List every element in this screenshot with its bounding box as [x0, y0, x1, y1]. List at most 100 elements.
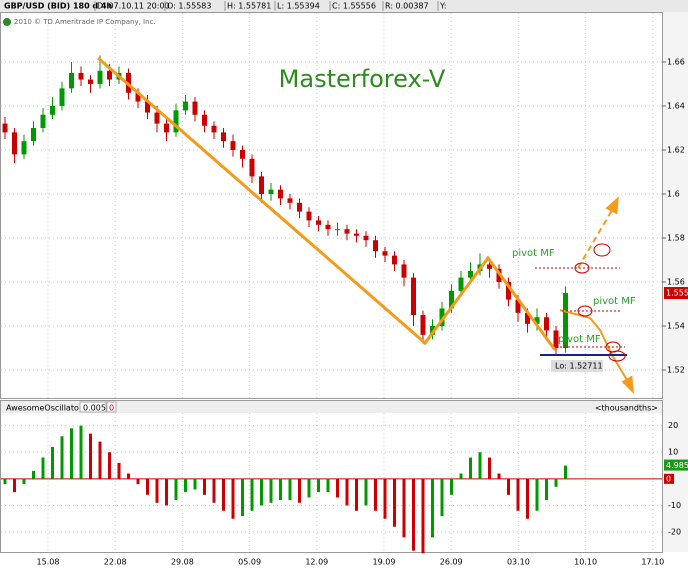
price-frame — [0, 12, 663, 399]
candle-body — [325, 224, 331, 230]
header-bar — [0, 0, 688, 12]
oscillator-bar — [98, 441, 102, 479]
candle-body — [192, 101, 198, 115]
x-tick-label: 12.09 — [305, 558, 328, 567]
oscillator-bar — [32, 470, 35, 479]
price-badge-label: 1.555 — [666, 289, 688, 298]
candle-body — [544, 317, 549, 331]
header-field: R: 0.00387 — [385, 2, 429, 11]
pivot-circles — [574, 243, 626, 362]
candle-body — [202, 114, 207, 126]
candle-body — [97, 70, 103, 84]
y-tick-label: 10 — [668, 448, 678, 457]
header-field: GBP/USD (BID) 180 d 4h — [4, 2, 113, 11]
param-box — [79, 401, 107, 413]
oscillator-bar — [535, 478, 539, 511]
y-tick-label: 1.66 — [667, 57, 685, 66]
oscillator-unit: <thousandths> — [595, 404, 658, 413]
candle-body — [259, 176, 264, 194]
y-tick-label: 1.62 — [667, 145, 685, 154]
oscillator-bar — [516, 478, 520, 511]
candle-body — [411, 277, 416, 316]
candle-body — [344, 229, 350, 234]
annotation: Lo: 1.52711 — [555, 362, 603, 371]
oscillator-bar — [155, 478, 159, 503]
oscillator-bar — [326, 478, 330, 493]
oscillator-bar — [317, 478, 320, 493]
candle-body — [373, 240, 378, 252]
candle-body — [173, 110, 179, 133]
oscillator-bar — [497, 473, 501, 479]
oscillator-header — [1, 401, 662, 413]
oscillator-bar — [269, 478, 273, 503]
x-tick-label: 15.08 — [37, 558, 60, 567]
chart-title: Masterforex-V — [279, 65, 446, 93]
oscillator-bar — [108, 452, 111, 479]
candle-body — [439, 308, 445, 327]
oscillator-param: 0.005 — [83, 404, 106, 413]
circle — [574, 262, 590, 274]
candle-body — [382, 251, 388, 256]
candle-body — [78, 72, 84, 80]
projection-line — [559, 309, 631, 386]
y-tick-label: 1.52 — [667, 366, 685, 375]
low-badge — [551, 360, 603, 372]
x-tick-label: 29.08 — [171, 558, 194, 567]
oscillator-bar — [70, 428, 73, 479]
candle-body — [515, 299, 521, 313]
header-field: H: 1.55781 — [227, 2, 271, 11]
y-tick-label: 1.54 — [667, 322, 685, 331]
copyright: 2010 © TD Ameritrade IP Company, Inc. — [14, 18, 156, 26]
oscillator-bar — [421, 478, 425, 554]
annotation: pivot MF — [512, 248, 555, 259]
header-field: L: 1.55394 — [277, 2, 320, 11]
oscillator-bar — [336, 478, 339, 498]
oscillator-bar — [307, 478, 311, 498]
candle-body — [316, 220, 321, 225]
y-tick-label: 20 — [668, 421, 678, 430]
candles — [2, 55, 568, 355]
candle-body — [268, 189, 274, 194]
candle-body — [401, 264, 407, 278]
candle-body — [183, 101, 188, 111]
oscillator-bar — [450, 478, 453, 495]
candle-body — [31, 127, 36, 142]
oscillator-bar — [431, 478, 434, 538]
x-tick-label: 22.08 — [104, 558, 127, 567]
oscillator-bar — [298, 478, 301, 503]
oscillator-bar — [60, 436, 64, 479]
oscillator-bar — [165, 478, 168, 506]
header-field: C: 1.55556 — [332, 2, 376, 11]
oscillator-bar — [440, 478, 444, 517]
oscillator-bar — [393, 478, 396, 527]
circle — [593, 243, 611, 257]
candle-body — [164, 123, 169, 133]
header-field: D: 07.10.11 20:00 — [97, 2, 170, 11]
param-box — [106, 401, 117, 413]
oscillator-bar — [288, 478, 292, 501]
oscillator-bar — [3, 478, 7, 485]
candle-body — [287, 198, 293, 203]
circle — [608, 350, 626, 362]
annotation: pivot MF — [558, 334, 601, 345]
oscillator-bar — [279, 478, 282, 501]
header-field: O: 1.55583 — [167, 2, 211, 11]
oscillator-param: 0 — [109, 404, 114, 413]
osc-badge-label: 4.985 — [666, 461, 688, 470]
oscillator-bar — [383, 478, 387, 519]
y-tick-label: -10 — [668, 501, 681, 510]
oscillator-bar — [79, 425, 83, 479]
oscillator-bar — [412, 478, 415, 551]
candle-body — [135, 92, 141, 102]
y-tick-label: 1.56 — [667, 278, 685, 287]
oscillator-bar — [545, 478, 548, 501]
arrow-head — [605, 196, 619, 215]
candle-body — [145, 101, 150, 113]
y-tick-label: 1.6 — [667, 189, 680, 198]
candle-body — [354, 233, 359, 236]
x-tick-label: 19.09 — [373, 558, 396, 567]
candle-body — [40, 114, 46, 128]
oscillator-bar — [203, 478, 206, 495]
oscillator-bar — [488, 457, 491, 479]
candle-body — [420, 315, 426, 335]
